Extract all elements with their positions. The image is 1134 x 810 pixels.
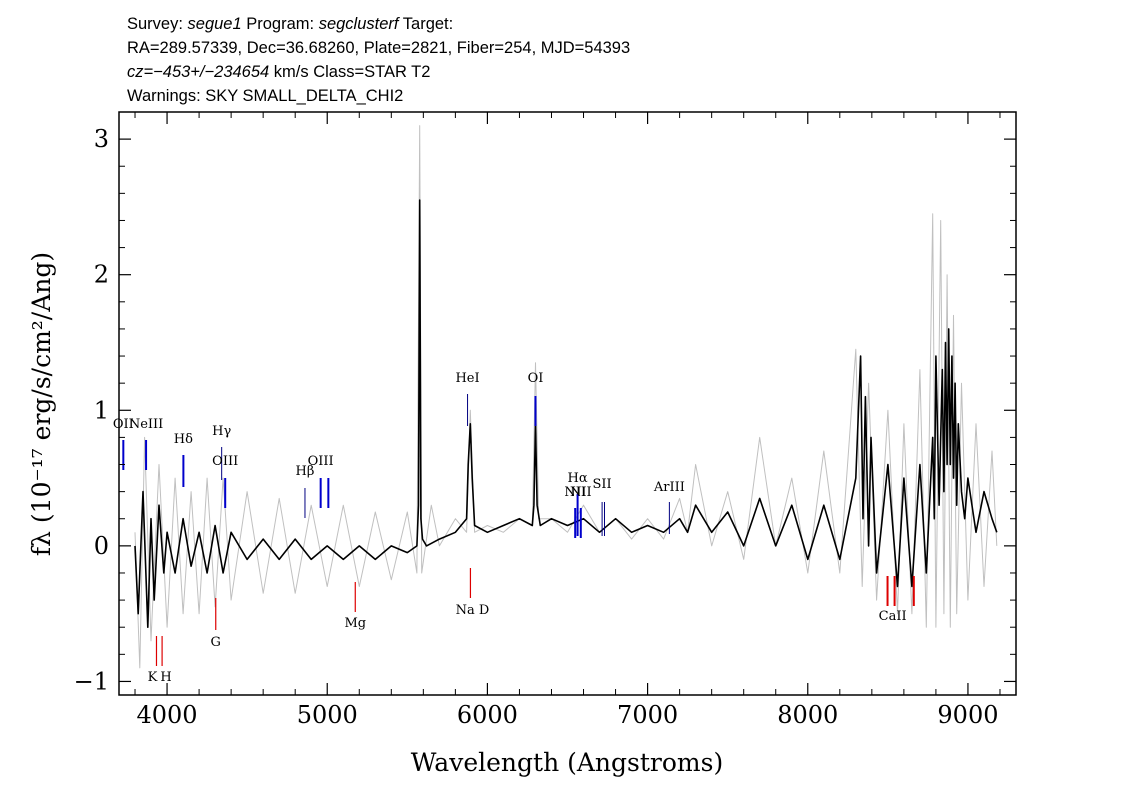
redshift-value: cz=−453+/−234654 — [127, 63, 270, 81]
y-tick-label: 1 — [94, 396, 109, 424]
axes-layer: 4000 5000 6000 7000 8000 9000 −1 0 1 2 3 — [74, 112, 1016, 729]
header-line-redshift: cz=−453+/−234654 km/s Class=STAR T2 — [127, 60, 1027, 84]
y-tick-label: 3 — [94, 125, 109, 153]
absorption-line-label: Na D — [456, 603, 490, 618]
absorption-line-label: Mg — [344, 616, 366, 631]
class-value: km/s Class=STAR T2 — [269, 63, 431, 81]
emission-line-label: OIII — [308, 454, 334, 469]
header-line-warnings: Warnings: SKY SMALL_DELTA_CHI2 — [127, 87, 404, 105]
target-label: Target: — [398, 15, 454, 33]
program-label: Program: — [241, 15, 319, 33]
header-line-coordinates: RA=289.57339, Dec=36.68260, Plate=2821, … — [127, 39, 631, 57]
emission-line-label: NII — [570, 485, 592, 500]
series-layer — [134, 125, 998, 669]
x-tick-label: 7000 — [617, 701, 678, 729]
survey-value: segue1 — [187, 15, 242, 33]
y-tick-label: −1 — [74, 667, 109, 695]
emission-line-label: NeIII — [129, 417, 163, 432]
error-series-line — [134, 125, 998, 669]
survey-label: Survey: — [127, 15, 188, 33]
absorption-line-label: H — [160, 670, 171, 685]
program-value: segclusterf — [318, 15, 399, 33]
x-axis-label: Wavelength (Angstroms) — [411, 748, 723, 777]
plot-frame — [118, 111, 1017, 696]
emission-line-label: OI — [528, 371, 544, 386]
x-tick-label: 5000 — [297, 701, 358, 729]
x-tick-label: 6000 — [457, 701, 518, 729]
y-axis-label: fλ (10⁻¹⁷ erg/s/cm²/Ang) — [27, 252, 56, 556]
emission-line-label: SII — [593, 477, 612, 492]
absorption-line-label: K — [148, 670, 158, 685]
emission-line-label: Hδ — [174, 432, 193, 447]
emission-line-label: Hα — [568, 471, 588, 486]
x-tick-label: 4000 — [137, 701, 198, 729]
y-tick-label: 2 — [94, 261, 109, 289]
emission-line-label: NII — [564, 485, 586, 500]
emission-line-label: Hβ — [296, 464, 315, 479]
emission-line-label: OIII — [212, 454, 238, 469]
spectrum-header: Survey: segue1 Program: segclusterf Targ… — [127, 12, 1027, 108]
x-tick-label: 9000 — [937, 701, 998, 729]
x-tick-label: 8000 — [777, 701, 838, 729]
absorption-line-label: CaII — [879, 609, 907, 624]
emission-line-label: OII — [113, 417, 134, 432]
absorption-line-label: G — [211, 635, 221, 650]
emission-line-label: ArIII — [653, 480, 685, 495]
y-tick-label: 0 — [94, 532, 109, 560]
header-line-survey: Survey: segue1 Program: segclusterf Targ… — [127, 12, 1027, 36]
flux-series-line — [134, 199, 998, 629]
emission-line-label: HeI — [455, 371, 479, 386]
emission-line-label: Hγ — [212, 424, 231, 439]
